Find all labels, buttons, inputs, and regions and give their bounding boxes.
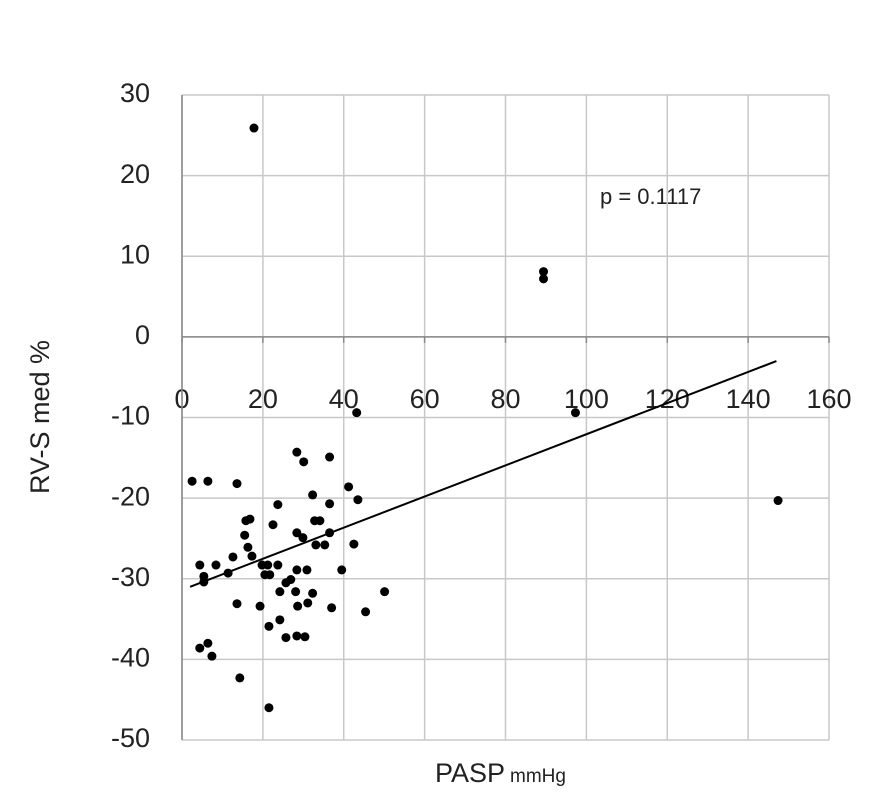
point: [291, 587, 301, 597]
point: [325, 452, 335, 462]
point: [539, 274, 549, 284]
point: [315, 516, 325, 526]
point: [308, 490, 318, 500]
y-tick-label: -20: [111, 481, 150, 511]
point: [243, 542, 253, 552]
point: [268, 520, 278, 530]
point: [303, 598, 313, 608]
y-axis-label: RV-S med %: [25, 340, 55, 494]
x-tick-label: 20: [248, 384, 278, 414]
point: [228, 552, 238, 562]
point: [293, 601, 303, 611]
y-tick-label: -30: [111, 562, 150, 592]
point: [203, 638, 213, 648]
point: [255, 601, 265, 611]
point: [249, 123, 259, 133]
point: [299, 457, 309, 467]
point: [311, 540, 321, 550]
y-tick-label: 10: [120, 239, 150, 269]
point: [211, 560, 221, 570]
trend-line: [189, 360, 777, 588]
point: [300, 632, 310, 642]
point: [257, 560, 267, 570]
point: [352, 408, 362, 418]
point: [380, 587, 390, 597]
x-axis-label: PASP: [435, 758, 505, 788]
point: [325, 499, 335, 509]
y-tick-label: -40: [111, 643, 150, 673]
point: [264, 621, 274, 631]
point: [361, 607, 371, 617]
point: [292, 528, 302, 538]
point: [292, 565, 302, 575]
y-tick-label: 0: [135, 320, 150, 350]
x-tick-label: 160: [806, 384, 851, 414]
point: [539, 267, 549, 277]
point: [275, 587, 285, 597]
point: [773, 496, 783, 506]
point: [337, 565, 347, 575]
point: [195, 560, 205, 570]
point: [308, 588, 318, 598]
point: [302, 565, 312, 575]
point: [203, 476, 213, 486]
point: [273, 500, 283, 510]
point: [187, 476, 197, 486]
point: [235, 673, 245, 683]
point: [232, 599, 242, 609]
x-tick-label: 140: [726, 384, 771, 414]
point: [349, 539, 359, 549]
y-tick-label: -10: [111, 401, 150, 431]
point: [273, 560, 283, 570]
point: [207, 651, 217, 661]
point: [240, 530, 250, 540]
point: [570, 408, 580, 418]
x-tick-label: 60: [410, 384, 440, 414]
annotation: p = 0.1117: [600, 184, 701, 209]
x-tick-label: 80: [490, 384, 520, 414]
x-tick-label: 100: [564, 384, 609, 414]
point: [281, 633, 291, 643]
point: [327, 603, 337, 613]
point: [320, 540, 330, 550]
point: [281, 578, 291, 588]
x-tick-label: 40: [329, 384, 359, 414]
point: [292, 447, 302, 457]
x-axis-unit: mmHg: [510, 766, 566, 787]
point: [265, 570, 275, 580]
point: [298, 533, 308, 543]
point: [275, 615, 285, 625]
point: [245, 514, 255, 524]
point: [232, 479, 242, 489]
y-tick-label: 20: [120, 159, 150, 189]
point: [247, 551, 257, 561]
y-tick-label: -50: [111, 723, 150, 753]
point: [195, 643, 205, 653]
point: [292, 631, 302, 641]
point: [264, 703, 274, 713]
point: [353, 495, 363, 505]
point: [344, 482, 354, 492]
y-tick-label: 30: [120, 78, 150, 108]
